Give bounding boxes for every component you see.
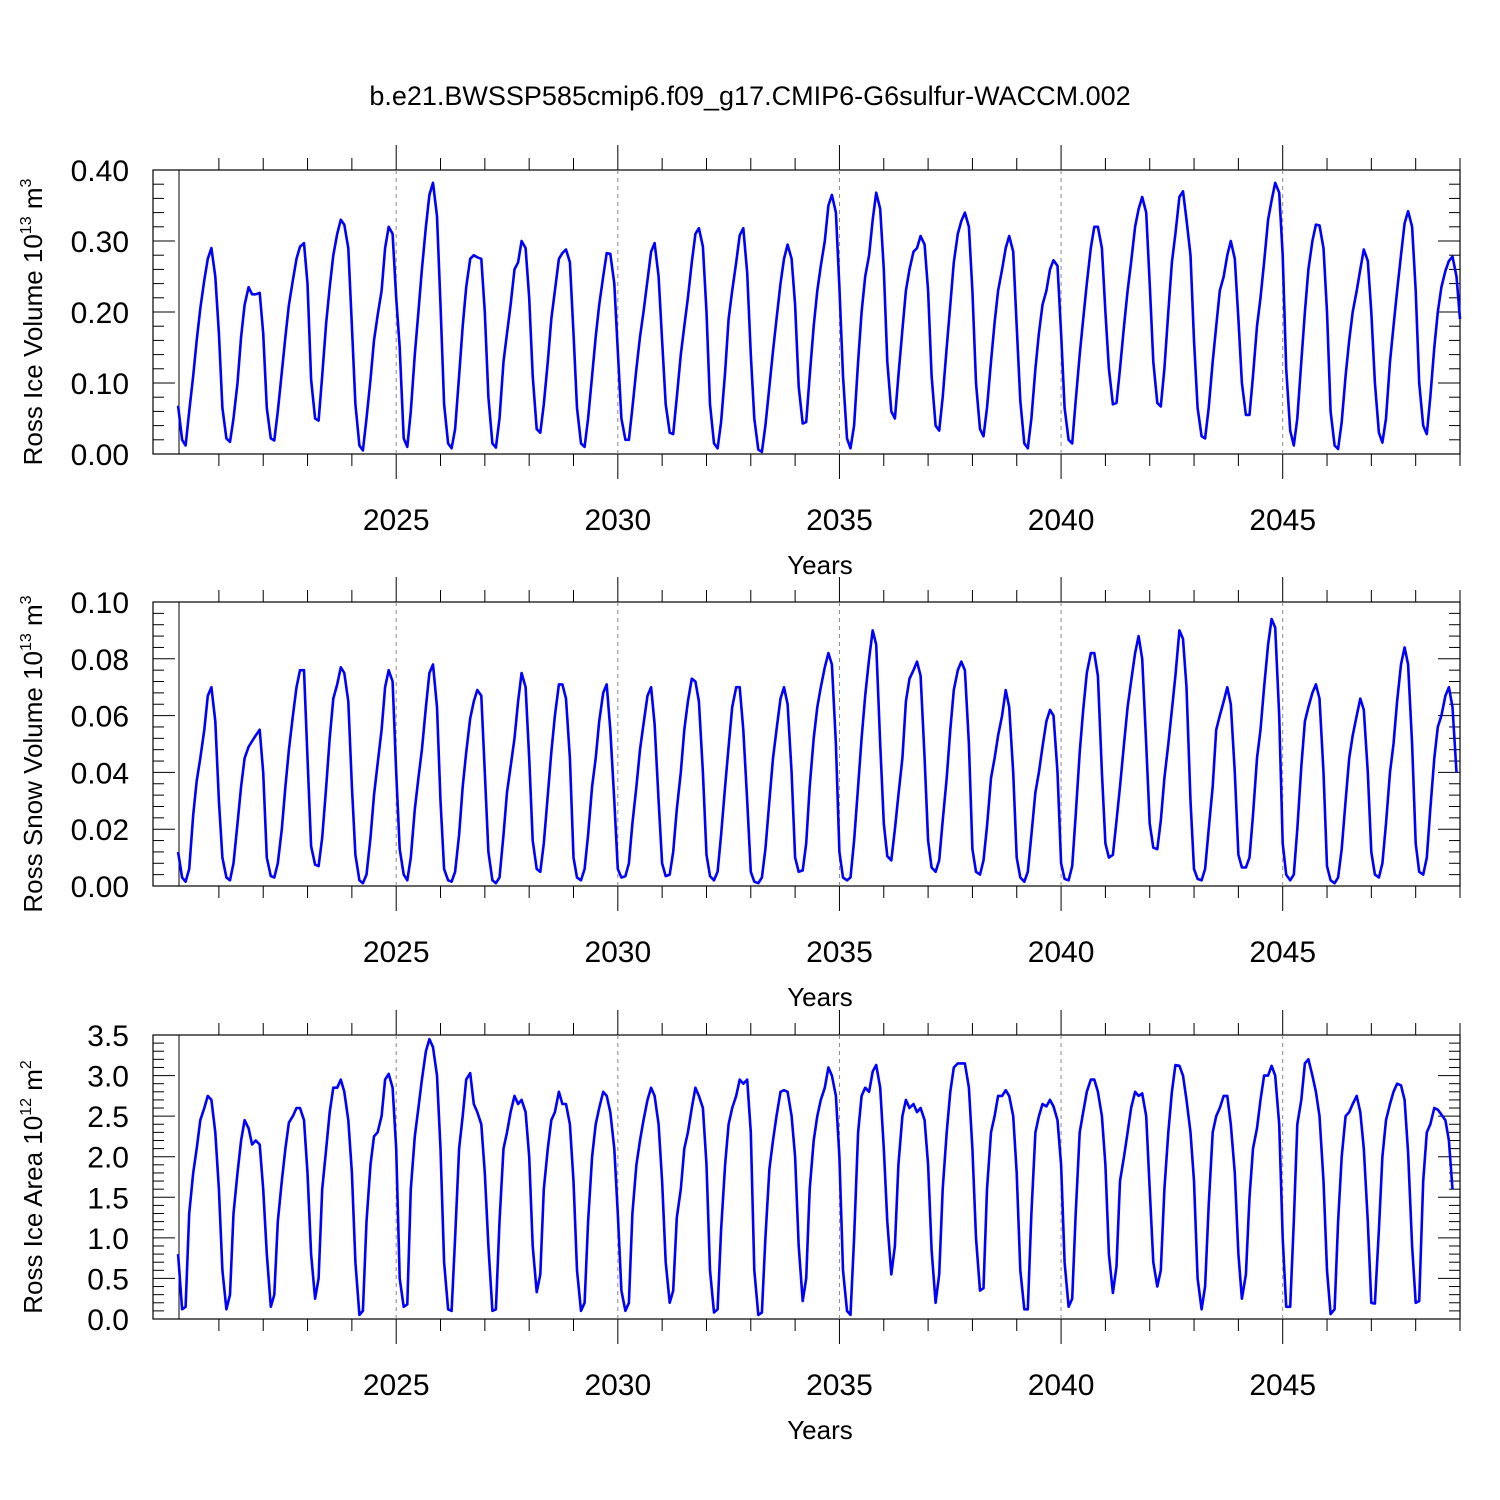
plot-frame: [152, 1034, 1461, 1320]
x-tick-label: 2040: [1028, 936, 1095, 969]
y-tick-label: 0.06: [71, 701, 129, 734]
series-line: [176, 1037, 1454, 1317]
panel-3: 2025 2030 2035 2040 2045 0.0 0.5 1.0 1.5 2.0 2.5 3.…: [18, 1010, 1461, 1445]
panel-1: 2025 2030 2035 2040 2045 0.00 0.10 0.20 0.30 0.40…: [18, 145, 1462, 580]
x-tick-label: 2045: [1249, 1369, 1316, 1402]
y-axis-title: Ross Ice Area 1012 m2: [18, 1060, 48, 1314]
y-axis-title: Ross Snow Volume 1013 m3: [18, 595, 48, 912]
panels: 2025 2030 2035 2040 2045 0.00 0.10 0.20 0.30 0.40…: [18, 145, 1462, 1445]
x-axis-title: Years: [787, 1415, 853, 1445]
y-tick-label: 0.0: [87, 1304, 129, 1337]
x-tick-label: 2035: [806, 936, 873, 969]
y-tick-label: 3.0: [87, 1061, 129, 1094]
y-tick-label: 0.10: [71, 587, 129, 620]
y-tick-label: 3.5: [87, 1020, 129, 1053]
y-tick-label: 2.0: [87, 1142, 129, 1175]
y-tick-label: 0.00: [71, 871, 129, 904]
y-tick-label: 0.10: [71, 368, 129, 401]
x-tick-label: 2030: [584, 1369, 651, 1402]
x-tick-label: 2035: [806, 504, 873, 537]
y-tick-label: 0.02: [71, 814, 129, 847]
x-tick-label: 2035: [806, 1369, 873, 1402]
x-tick-label: 2040: [1028, 1369, 1095, 1402]
y-tick-label: 0.20: [71, 297, 129, 330]
x-tick-label: 2040: [1028, 504, 1095, 537]
plot-frame: [152, 601, 1461, 887]
figure-title: b.e21.BWSSP585cmip6.f09_g17.CMIP6-G6sulf…: [369, 81, 1130, 111]
y-tick-label: 0.00: [71, 439, 129, 472]
y-tick-label: 0.40: [71, 155, 129, 188]
y-axis-title: Ross Ice Volume 1013 m3: [18, 178, 48, 465]
x-axis-title: Years: [787, 550, 853, 580]
y-tick-label: 1.0: [87, 1223, 129, 1256]
y-tick-label: 2.5: [87, 1101, 129, 1134]
x-tick-label: 2030: [584, 936, 651, 969]
series-line: [176, 181, 1462, 454]
y-tick-label: 0.04: [71, 757, 129, 790]
y-tick-label: 0.30: [71, 226, 129, 259]
series-line: [176, 617, 1458, 885]
y-tick-label: 0.5: [87, 1263, 129, 1296]
y-tick-label: 0.08: [71, 644, 129, 677]
x-axis-title: Years: [787, 982, 853, 1012]
x-tick-label: 2030: [584, 504, 651, 537]
x-tick-label: 2045: [1249, 504, 1316, 537]
x-tick-label: 2045: [1249, 936, 1316, 969]
x-tick-label: 2025: [363, 1369, 430, 1402]
x-tick-label: 2025: [363, 504, 430, 537]
panel-2: 2025 2030 2035 2040 2045 0.00 0.02 0.04 0.06 0.08…: [18, 577, 1461, 1012]
y-tick-label: 1.5: [87, 1182, 129, 1215]
x-tick-label: 2025: [363, 936, 430, 969]
